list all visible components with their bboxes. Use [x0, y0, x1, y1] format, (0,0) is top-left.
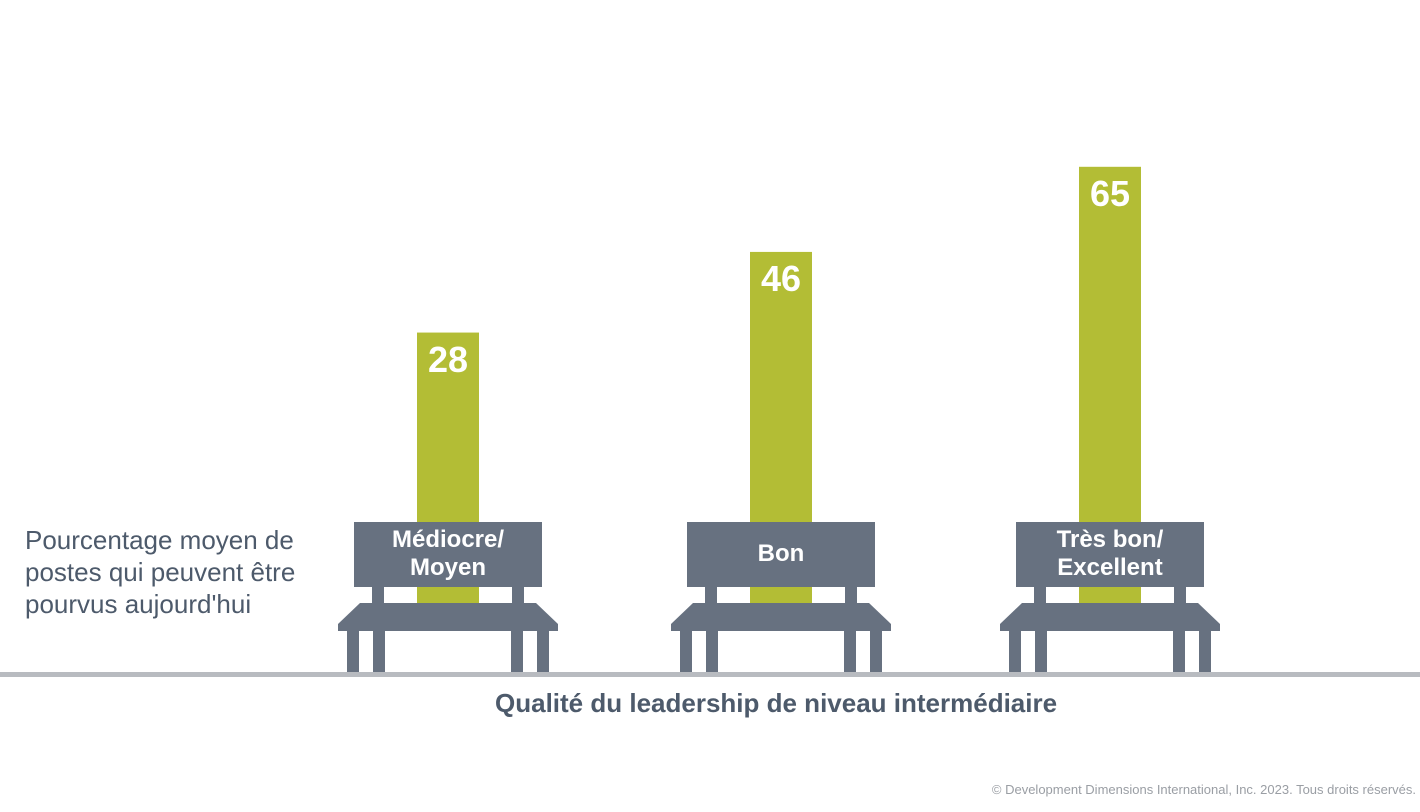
bench-leg	[1199, 631, 1211, 672]
category-label-line: Médiocre/	[391, 526, 505, 553]
category-label-1: Médiocre/Moyen	[354, 522, 542, 586]
bench-leg	[1035, 631, 1047, 672]
bench-apron	[671, 624, 891, 631]
bench-seat	[1000, 603, 1220, 624]
category-label-3: Très bon/Excellent	[1016, 522, 1204, 586]
bench-post	[705, 587, 717, 605]
bench-leg	[680, 631, 692, 672]
bench-1	[338, 522, 558, 672]
bench-post	[1174, 587, 1186, 605]
bench-backrest	[1016, 522, 1204, 587]
y-axis-label-line-3: pourvus aujourd'hui	[25, 589, 252, 619]
bench-post	[1034, 587, 1046, 605]
copyright-notice: © Development Dimensions International, …	[991, 782, 1416, 797]
y-axis-label-line-2: postes qui peuvent être	[25, 557, 296, 587]
bench-leg	[870, 631, 882, 672]
bench-2	[671, 522, 891, 672]
bench-leg	[1173, 631, 1185, 672]
bench-leg	[537, 631, 549, 672]
category-label-line: Bon	[757, 540, 805, 567]
x-axis-label: Qualité du leadership de niveau interméd…	[495, 688, 1058, 718]
data-label-2: 46	[760, 257, 802, 299]
bench-seat	[338, 603, 558, 624]
bench-post	[372, 587, 384, 605]
y-axis-label-line-1: Pourcentage moyen de	[25, 525, 294, 555]
bench-post	[845, 587, 857, 605]
category-label-line: Très bon/	[1056, 526, 1164, 553]
bench-3	[1000, 522, 1220, 672]
bench-backrest	[354, 522, 542, 587]
bench-leg	[347, 631, 359, 672]
bench-leg	[373, 631, 385, 672]
bench-leg	[511, 631, 523, 672]
bench-leg	[844, 631, 856, 672]
bench-leg	[706, 631, 718, 672]
category-label-2: Bon	[687, 522, 875, 586]
y-axis-label: Pourcentage moyen de postes qui peuvent …	[25, 524, 335, 620]
category-label-line: Excellent	[1057, 554, 1163, 581]
data-label-3: 65	[1089, 172, 1131, 214]
bench-apron	[338, 624, 558, 631]
benches-layer	[338, 522, 1220, 672]
bench-backrest	[687, 522, 875, 587]
data-label-1: 28	[427, 338, 469, 380]
category-label-line: Moyen	[409, 554, 486, 581]
bench-post	[512, 587, 524, 605]
bench-leg	[1009, 631, 1021, 672]
bench-seat	[671, 603, 891, 624]
bench-apron	[1000, 624, 1220, 631]
x-axis-line	[0, 672, 1420, 677]
